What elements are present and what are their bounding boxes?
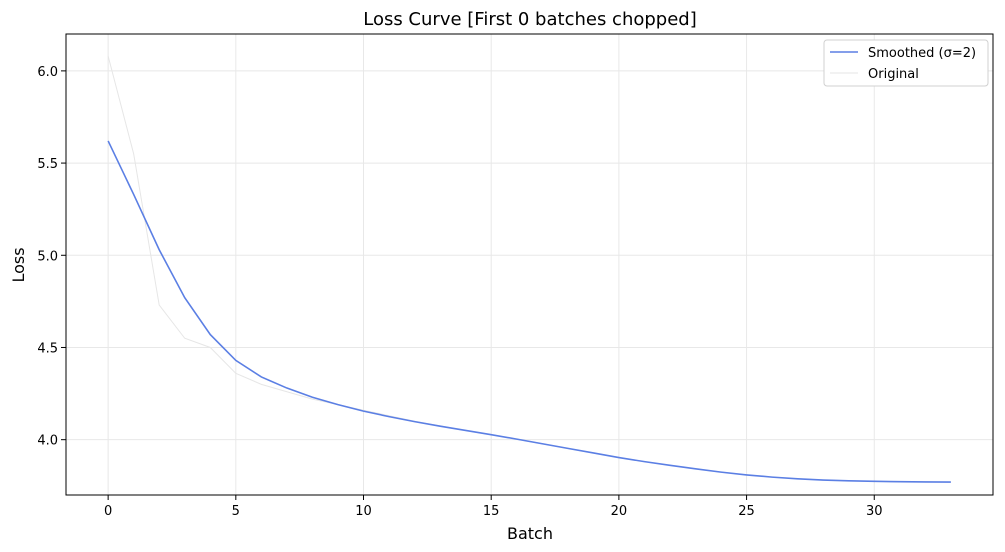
x-tick-label: 15 (483, 504, 500, 519)
x-tick-label: 30 (866, 504, 883, 519)
x-tick-label: 5 (232, 504, 240, 519)
grid (66, 34, 993, 495)
y-tick-label: 4.5 (37, 341, 58, 356)
chart-title: Loss Curve [First 0 batches chopped] (363, 9, 697, 30)
series-lines (107, 56, 951, 483)
legend: Smoothed (σ=2) Original (823, 39, 989, 87)
y-tick-label: 5.5 (37, 157, 58, 172)
y-tick-label: 4.0 (37, 434, 58, 449)
y-tick-label: 5.0 (37, 249, 58, 264)
y-axis-ticks: 4.0 4.5 5.0 5.5 6.0 (37, 65, 66, 449)
legend-box (823, 39, 989, 87)
x-tick-label: 0 (104, 504, 112, 519)
y-axis-label: Loss (9, 247, 28, 282)
legend-label: Smoothed (σ=2) (868, 46, 976, 61)
x-tick-label: 10 (355, 504, 372, 519)
legend-label: Original (868, 67, 919, 82)
y-tick-label: 6.0 (37, 65, 58, 80)
x-tick-label: 20 (611, 504, 628, 519)
x-axis-label: Batch (507, 524, 553, 543)
x-axis-ticks: 0 5 10 15 20 25 30 (104, 495, 883, 519)
smoothed-series-line (107, 140, 951, 483)
x-tick-label: 25 (738, 504, 755, 519)
original-series-line (107, 56, 951, 483)
plot-frame (65, 33, 994, 496)
